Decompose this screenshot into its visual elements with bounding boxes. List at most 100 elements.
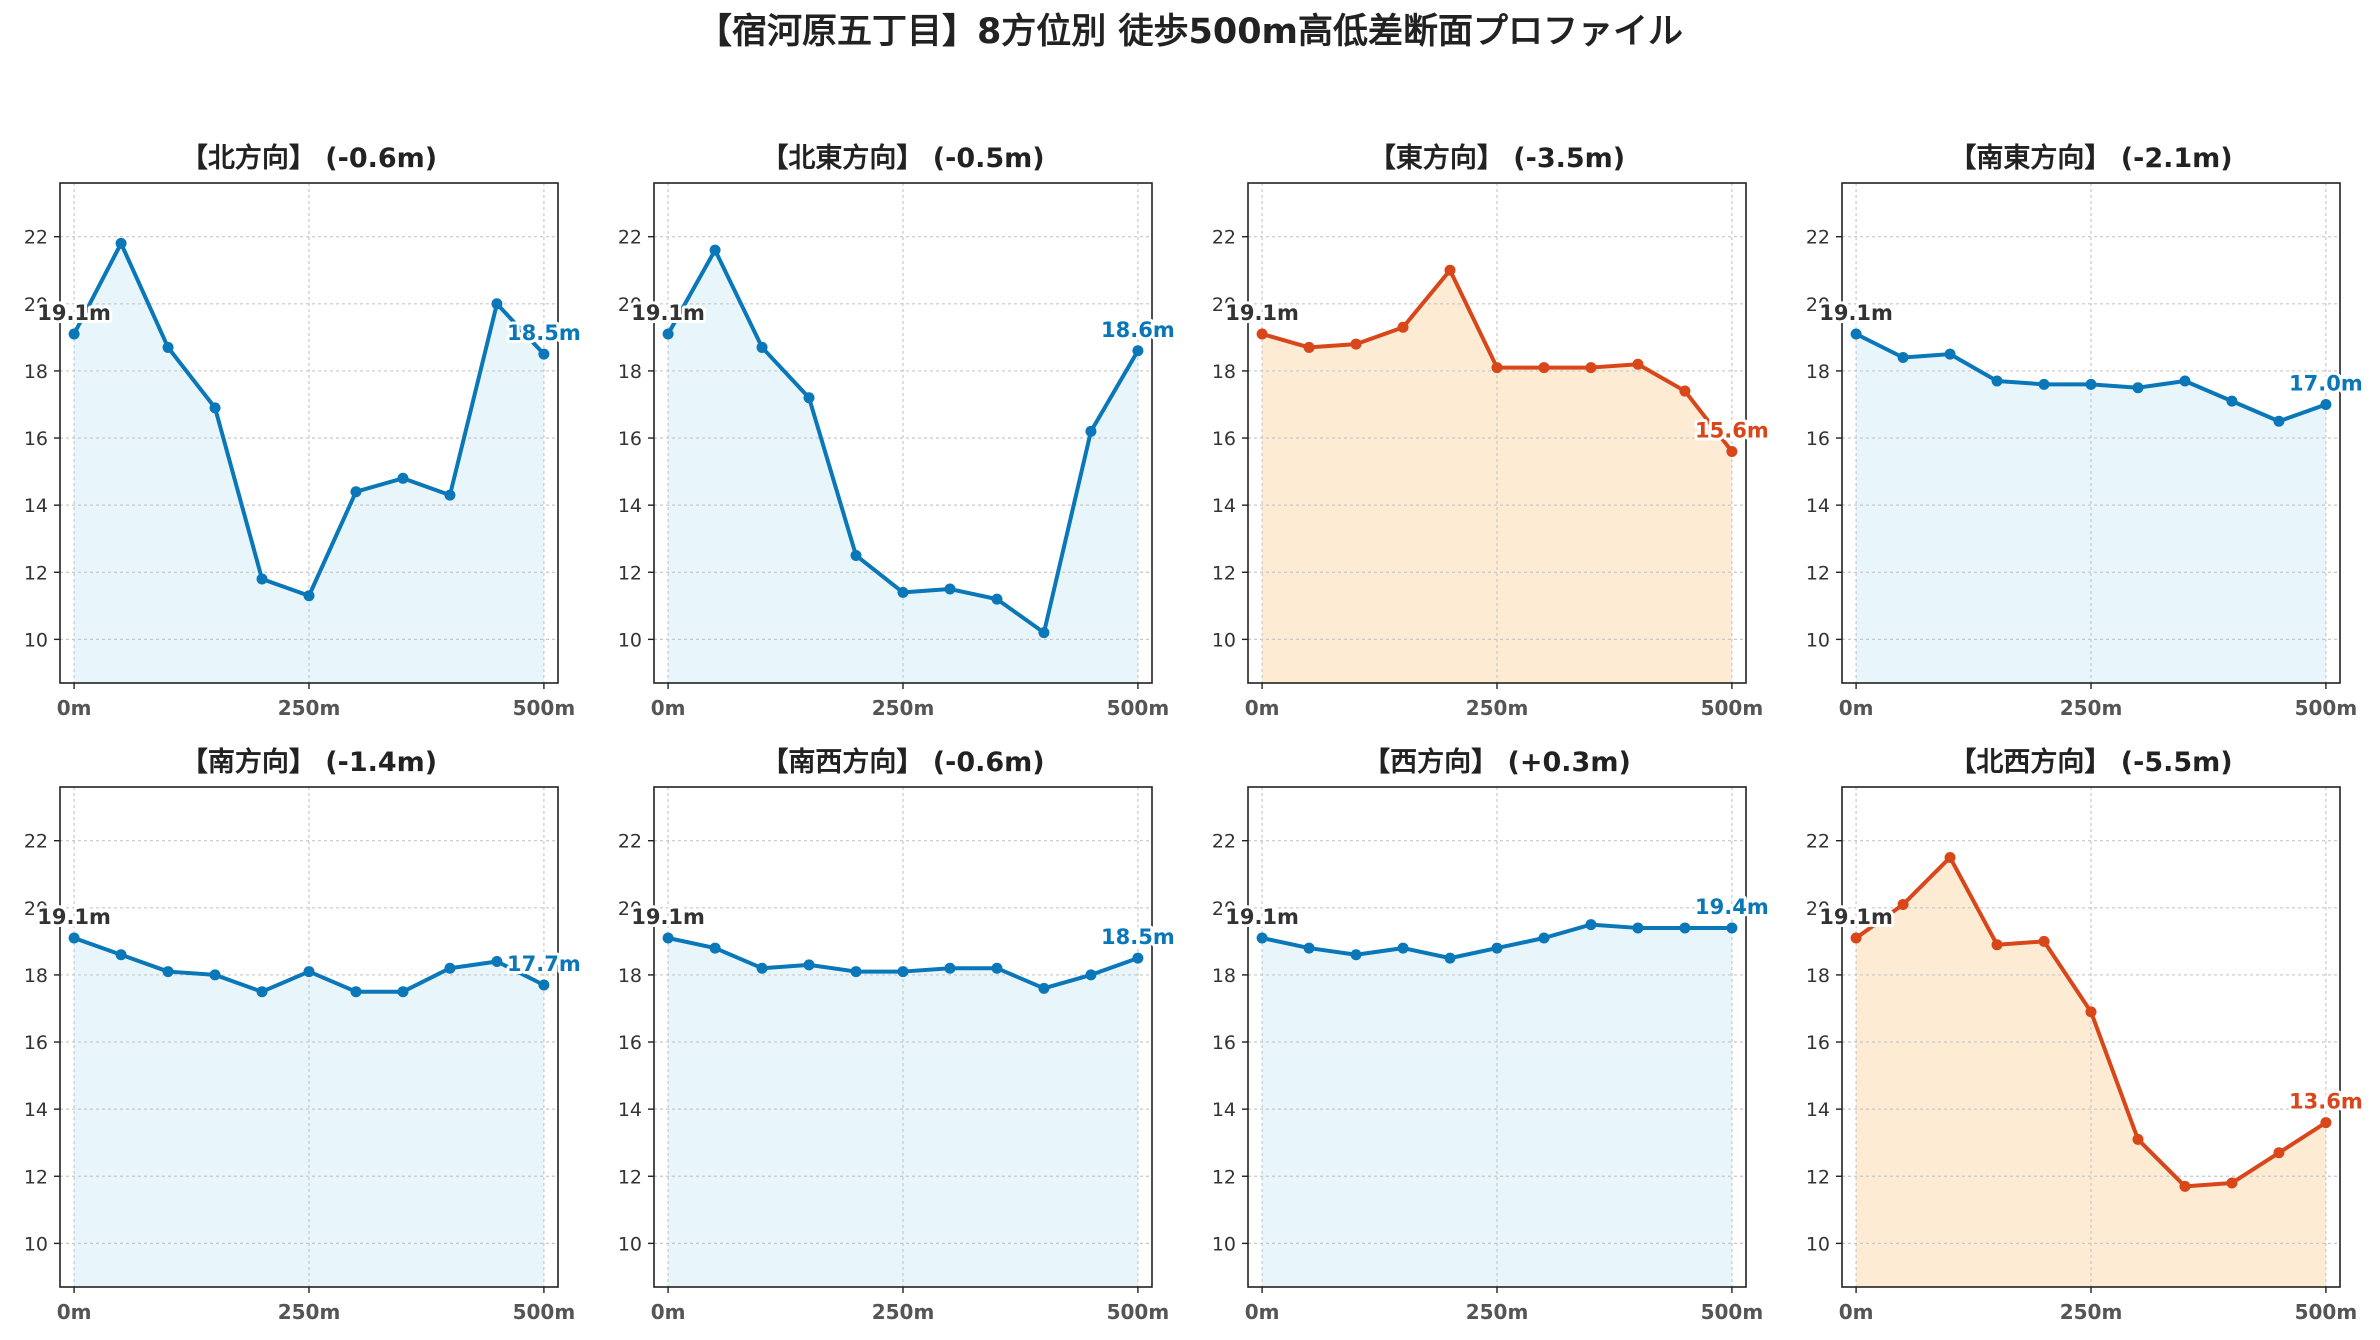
start-value-label: 19.1m bbox=[37, 301, 111, 325]
data-point bbox=[2038, 935, 2050, 947]
x-tick-label: 0m bbox=[57, 1300, 92, 1324]
chart-panel: 10 12 14 16 18 20 22 0m 250m 500m 19.1m 19.4m 【西方向】 … bbox=[1212, 746, 1772, 1324]
start-value-label: 19.1m bbox=[1819, 301, 1893, 325]
y-tick-label: 18 bbox=[1806, 965, 1830, 987]
data-point bbox=[756, 341, 768, 353]
x-tick-label: 500m bbox=[513, 696, 576, 720]
data-point bbox=[709, 244, 721, 256]
data-point bbox=[1944, 851, 1956, 863]
area-fill bbox=[668, 250, 1138, 684]
y-tick-label: 16 bbox=[1806, 1032, 1830, 1054]
data-point bbox=[209, 969, 221, 981]
x-tick-label: 250m bbox=[2060, 696, 2123, 720]
end-value-label: 17.7m bbox=[507, 952, 581, 976]
data-point bbox=[944, 583, 956, 595]
data-point bbox=[1632, 922, 1644, 934]
data-point bbox=[850, 549, 862, 561]
y-tick-label: 20 bbox=[618, 294, 642, 316]
y-tick-label: 22 bbox=[24, 831, 48, 853]
data-point bbox=[444, 962, 456, 974]
y-tick-label: 20 bbox=[1212, 898, 1236, 920]
y-tick-label: 18 bbox=[24, 965, 48, 987]
end-value-label: 15.6m bbox=[1695, 418, 1769, 442]
end-value-label: 18.5m bbox=[1101, 925, 1175, 949]
y-tick-label: 20 bbox=[1806, 294, 1830, 316]
data-point bbox=[256, 573, 268, 585]
data-point bbox=[1397, 942, 1409, 954]
data-point bbox=[2085, 378, 2097, 390]
y-tick-label: 10 bbox=[618, 1233, 642, 1255]
start-value-label: 19.1m bbox=[1819, 905, 1893, 929]
y-tick-label: 22 bbox=[1806, 831, 1830, 853]
x-tick-label: 250m bbox=[1466, 1300, 1529, 1324]
data-point bbox=[1491, 942, 1503, 954]
data-point bbox=[1538, 362, 1550, 374]
area-fill bbox=[74, 243, 544, 683]
x-tick-label: 250m bbox=[872, 696, 935, 720]
data-point bbox=[897, 966, 909, 978]
y-tick-label: 16 bbox=[1212, 428, 1236, 450]
y-tick-label: 16 bbox=[618, 1032, 642, 1054]
y-tick-label: 12 bbox=[1806, 562, 1830, 584]
data-point bbox=[538, 979, 550, 991]
data-point bbox=[1897, 898, 1909, 910]
data-point bbox=[115, 949, 127, 961]
data-point bbox=[397, 472, 409, 484]
y-tick-label: 12 bbox=[1806, 1166, 1830, 1188]
chart-panel: 10 12 14 16 18 20 22 0m 250m 500m 19.1m 15.6m 【東方向】 … bbox=[1212, 142, 1772, 720]
y-tick-label: 22 bbox=[1212, 831, 1236, 853]
panel-title: 【南西方向】 (-0.6m) bbox=[761, 746, 1044, 778]
data-point bbox=[1085, 969, 1097, 981]
data-point bbox=[2132, 1133, 2144, 1145]
data-point bbox=[1038, 627, 1050, 639]
data-point bbox=[1132, 345, 1144, 357]
data-point bbox=[1726, 922, 1738, 934]
y-tick-label: 22 bbox=[1806, 227, 1830, 249]
x-tick-label: 500m bbox=[513, 1300, 576, 1324]
figure-title: 【宿河原五丁目】8方位別 徒歩500m高低差断面プロファイル bbox=[697, 12, 1683, 52]
data-point bbox=[1444, 952, 1456, 964]
x-tick-label: 0m bbox=[651, 696, 686, 720]
y-tick-label: 14 bbox=[1806, 495, 1830, 517]
data-point bbox=[2179, 375, 2191, 387]
data-point bbox=[491, 298, 503, 310]
data-point bbox=[2320, 398, 2332, 410]
panel-title: 【北方向】 (-0.6m) bbox=[181, 142, 437, 174]
data-point bbox=[303, 966, 315, 978]
y-tick-label: 14 bbox=[1806, 1099, 1830, 1121]
x-tick-label: 250m bbox=[872, 1300, 935, 1324]
x-tick-label: 0m bbox=[1839, 696, 1874, 720]
x-tick-label: 500m bbox=[2295, 696, 2358, 720]
data-point bbox=[491, 955, 503, 967]
y-tick-label: 10 bbox=[24, 629, 48, 651]
data-point bbox=[2273, 415, 2285, 427]
data-point bbox=[709, 942, 721, 954]
x-tick-label: 0m bbox=[57, 696, 92, 720]
data-point bbox=[897, 586, 909, 598]
data-point bbox=[1491, 362, 1503, 374]
x-tick-label: 0m bbox=[1839, 1300, 1874, 1324]
data-point bbox=[1132, 952, 1144, 964]
data-point bbox=[1726, 445, 1738, 457]
y-tick-label: 12 bbox=[618, 1166, 642, 1188]
start-value-label: 19.1m bbox=[37, 905, 111, 929]
y-tick-label: 14 bbox=[1212, 495, 1236, 517]
y-tick-label: 22 bbox=[618, 831, 642, 853]
data-point bbox=[256, 986, 268, 998]
data-point bbox=[1444, 264, 1456, 276]
data-point bbox=[2038, 378, 2050, 390]
panel-title: 【北東方向】 (-0.5m) bbox=[761, 142, 1044, 174]
data-point bbox=[162, 966, 174, 978]
y-tick-label: 14 bbox=[24, 1099, 48, 1121]
data-point bbox=[1397, 321, 1409, 333]
panels-container: 10 12 14 16 18 20 22 0m 250m 500m 19.1m 18.5m 【北方向】 … bbox=[24, 142, 2366, 1324]
data-point bbox=[350, 486, 362, 498]
data-point bbox=[662, 932, 674, 944]
data-point bbox=[756, 962, 768, 974]
data-point bbox=[1303, 341, 1315, 353]
y-tick-label: 10 bbox=[1212, 1233, 1236, 1255]
x-tick-label: 500m bbox=[1107, 1300, 1170, 1324]
end-value-label: 18.5m bbox=[507, 321, 581, 345]
x-tick-label: 250m bbox=[2060, 1300, 2123, 1324]
x-tick-label: 500m bbox=[1701, 696, 1764, 720]
